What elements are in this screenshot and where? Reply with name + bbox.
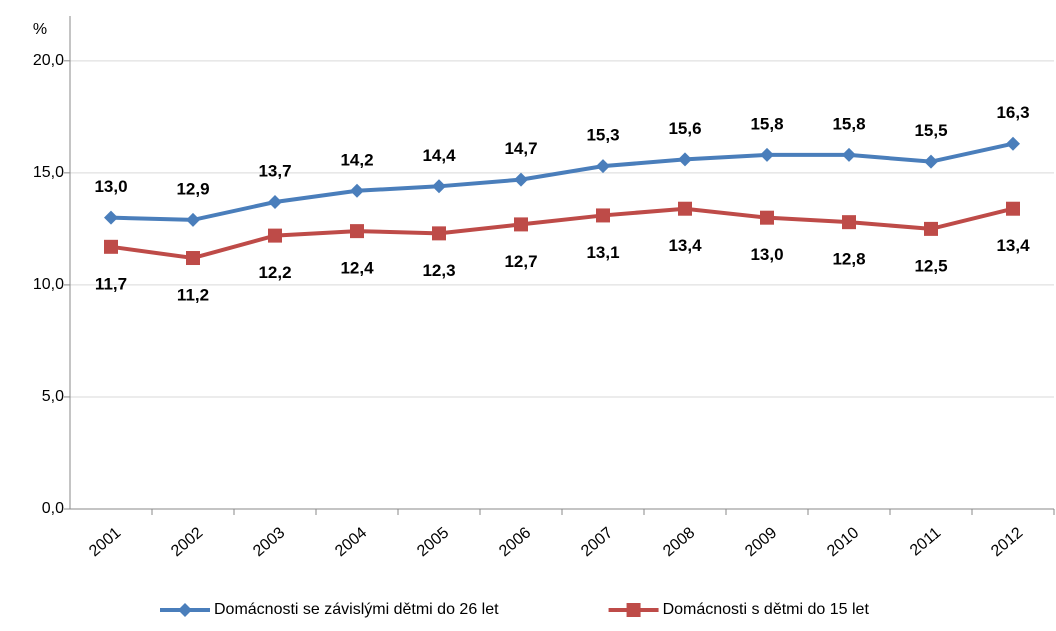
data-label: 14,4 — [422, 146, 456, 165]
y-axis-label: % — [33, 21, 47, 38]
marker — [104, 239, 118, 254]
legend-item: Domácnosti s dětmi do 15 let — [608, 601, 870, 618]
marker — [924, 154, 938, 169]
marker — [596, 208, 610, 223]
marker — [760, 147, 774, 162]
marker — [760, 210, 774, 225]
x-tick-label: 2006 — [496, 524, 534, 560]
x-tick-label: 2005 — [414, 524, 452, 560]
data-label: 12,3 — [422, 261, 455, 280]
x-tick-label: 2001 — [86, 524, 124, 560]
marker — [626, 603, 641, 617]
marker — [842, 215, 856, 230]
marker — [842, 147, 856, 162]
marker — [178, 603, 192, 617]
marker — [186, 212, 200, 227]
legend-label: Domácnosti s dětmi do 15 let — [663, 601, 870, 618]
data-label: 12,7 — [504, 252, 537, 271]
data-label: 13,4 — [668, 236, 702, 255]
marker — [350, 183, 364, 198]
data-label: 13,1 — [586, 243, 619, 262]
marker — [596, 159, 610, 174]
marker — [432, 179, 446, 194]
marker — [268, 228, 282, 243]
marker — [350, 224, 364, 239]
marker — [268, 194, 282, 209]
x-tick-label: 2002 — [168, 524, 206, 560]
data-label: 11,7 — [95, 274, 127, 293]
data-label: 12,8 — [832, 250, 865, 269]
data-label: 14,2 — [340, 150, 373, 169]
y-tick-label: 5,0 — [42, 388, 64, 405]
marker — [104, 210, 118, 225]
y-tick-label: 10,0 — [33, 276, 64, 293]
x-tick-label: 2008 — [660, 524, 698, 560]
data-label: 14,7 — [504, 139, 537, 158]
data-label: 16,3 — [996, 103, 1029, 122]
marker — [1006, 136, 1020, 151]
y-tick-label: 20,0 — [33, 52, 64, 69]
data-label: 12,2 — [258, 263, 291, 282]
marker — [678, 201, 692, 216]
data-label: 13,0 — [94, 177, 127, 196]
marker — [432, 226, 446, 241]
series: 11,7 11,2 12,2 12,4 12,3 12,7 13,1 13,4 13,0 12,8… — [95, 201, 1030, 305]
series: 13,0 12,9 13,7 14,2 14,4 14,7 15,3 15,6 15,8 15,8… — [94, 103, 1030, 227]
data-label: 15,3 — [586, 126, 619, 145]
data-label: 13,4 — [996, 236, 1030, 255]
marker — [1006, 201, 1020, 216]
x-tick-label: 2003 — [250, 524, 288, 560]
data-label: 13,0 — [750, 245, 783, 264]
data-label: 15,8 — [832, 114, 865, 133]
data-label: 12,9 — [176, 179, 209, 198]
y-tick-label: 15,0 — [33, 164, 64, 181]
x-tick-label: 2010 — [824, 524, 862, 560]
marker — [514, 172, 528, 187]
data-label: 12,5 — [914, 256, 947, 275]
data-label: 15,5 — [914, 121, 947, 140]
x-tick-label: 2011 — [907, 524, 944, 559]
data-label: 15,8 — [750, 114, 783, 133]
x-tick-label: 2004 — [332, 524, 370, 560]
legend-label: Domácnosti se závislými dětmi do 26 let — [214, 601, 499, 618]
data-label: 12,4 — [340, 259, 374, 278]
series-line — [110, 141, 1014, 222]
data-label: 13,7 — [258, 161, 291, 180]
data-label: 15,6 — [668, 119, 701, 138]
x-tick-label: 2012 — [988, 524, 1026, 560]
marker — [924, 221, 938, 236]
data-label: 11,2 — [177, 286, 209, 305]
marker — [678, 152, 692, 167]
series-line — [110, 206, 1014, 261]
marker — [514, 217, 528, 232]
y-tick-label: 0,0 — [42, 500, 64, 517]
marker — [186, 251, 200, 266]
legend-item: Domácnosti se závislými dětmi do 26 let — [160, 601, 499, 618]
x-tick-label: 2007 — [578, 524, 616, 560]
x-tick-label: 2009 — [742, 524, 780, 560]
